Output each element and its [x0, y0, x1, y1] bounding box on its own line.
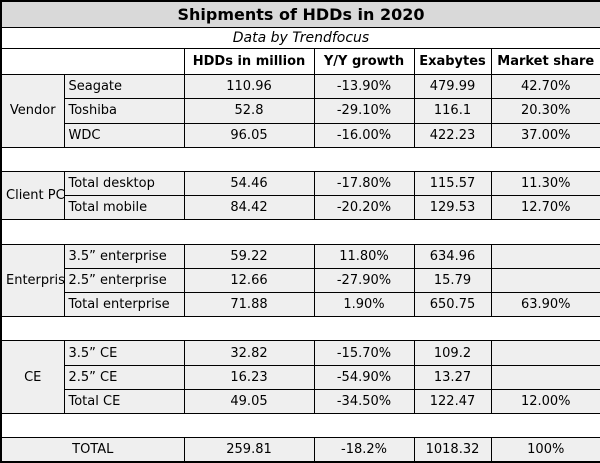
cell-growth: -16.00% [313, 122, 415, 148]
cell-hdds: 32.82 [183, 340, 315, 366]
spacer-cell [1, 413, 600, 438]
cell-share: 20.30% [490, 98, 600, 124]
cell-growth: 1.90% [313, 291, 415, 318]
cell-share: 12.00% [490, 388, 600, 415]
cell-exabytes: 13.27 [413, 364, 492, 390]
row-label: Seagate [63, 74, 185, 100]
row-label: Total enterprise [63, 291, 185, 318]
total-label: TOTAL [0, 437, 185, 463]
cell-growth: 11.80% [313, 243, 415, 269]
cell-growth: -17.80% [313, 170, 415, 197]
table-row: CE 3.5” CE 32.82 -15.70% 109.2 [0, 340, 600, 415]
cell-hdds: 96.05 [183, 122, 315, 148]
cell-growth: -29.10% [313, 98, 415, 124]
cell-hdds: 52.8 [183, 98, 315, 124]
cell-share: 11.30% [490, 170, 600, 197]
cell-share: 42.70% [490, 74, 600, 100]
table-row: Data by Trendfocus [0, 26, 600, 49]
table-row: Total CE 49.05 -34.50% 122.47 12.00% [1, 388, 600, 415]
header-market-share: Market share [490, 47, 600, 76]
group-label-vendor: Vendor [0, 74, 65, 148]
header-exabytes: Exabytes [413, 47, 492, 76]
table-row: Toshiba 52.8 -29.10% 116.1 20.30% [1, 98, 600, 124]
cell-growth: -15.70% [313, 340, 415, 366]
table-row: Enterprise 3.5” enterprise 59.22 11.80% … [0, 243, 600, 318]
group-label-enterprise: Enterprise [0, 243, 65, 318]
row-label: WDC [63, 122, 185, 148]
table-row: WDC 96.05 -16.00% 422.23 37.00% [1, 122, 600, 148]
cell-share [490, 243, 600, 269]
cell-hdds: 54.46 [183, 170, 315, 197]
cell-hdds: 110.96 [183, 74, 315, 100]
table-title: Shipments of HDDs in 2020 [0, 0, 600, 28]
row-label: Toshiba [63, 98, 185, 124]
cell-share [490, 340, 600, 366]
row-label: Total CE [63, 388, 185, 415]
table-row: 2.5” CE 16.23 -54.90% 13.27 [1, 364, 600, 390]
cell-growth: -54.90% [313, 364, 415, 390]
row-label: 2.5” CE [63, 364, 185, 390]
cell-growth: -34.50% [313, 388, 415, 415]
row-label: 3.5” enterprise [63, 243, 185, 269]
cell-growth: -18.2% [313, 437, 415, 463]
total-row: TOTAL 259.81 -18.2% 1018.32 100% [0, 437, 600, 463]
cell-share: 37.00% [490, 122, 600, 148]
cell-share: 63.90% [490, 291, 600, 318]
header-empty-cell [0, 47, 185, 76]
row-label: 3.5” CE [63, 340, 185, 366]
cell-exabytes: 479.99 [413, 74, 492, 100]
cell-hdds: 12.66 [183, 267, 315, 294]
header-yy-growth: Y/Y growth [313, 47, 415, 76]
table-row: 2.5” enterprise 12.66 -27.90% 15.79 [1, 267, 600, 294]
row-label: Total mobile [63, 195, 185, 221]
cell-exabytes: 650.75 [413, 291, 492, 318]
cell-exabytes: 422.23 [413, 122, 492, 148]
cell-share: 12.70% [490, 195, 600, 221]
header-hdds-in-million: HDDs in million [183, 47, 315, 76]
cell-share [490, 267, 600, 294]
group-label-ce: CE [0, 340, 65, 415]
spacer-row [1, 219, 600, 245]
cell-hdds: 84.42 [183, 195, 315, 221]
cell-share: 100% [490, 437, 600, 463]
cell-hdds: 71.88 [183, 291, 315, 318]
table-subtitle: Data by Trendfocus [0, 26, 600, 49]
table-row: Total mobile 84.42 -20.20% 129.53 12.70% [1, 195, 600, 221]
row-label: 2.5” enterprise [63, 267, 185, 294]
cell-exabytes: 109.2 [413, 340, 492, 366]
cell-growth: -13.90% [313, 74, 415, 100]
cell-exabytes: 634.96 [413, 243, 492, 269]
table-row: Total enterprise 71.88 1.90% 650.75 63.9… [1, 291, 600, 318]
cell-exabytes: 15.79 [413, 267, 492, 294]
table-row: Vendor Seagate 110.96 -13.90% 479.99 42.… [0, 74, 600, 148]
spacer-row [1, 316, 600, 341]
spacer-cell [1, 147, 600, 172]
cell-exabytes: 1018.32 [413, 437, 492, 463]
cell-share [490, 364, 600, 390]
cell-growth: -20.20% [313, 195, 415, 221]
row-label: Total desktop [63, 170, 185, 197]
table-row: Shipments of HDDs in 2020 [0, 0, 600, 28]
spacer-row [1, 413, 600, 438]
spacer-cell [1, 219, 600, 245]
header-row: HDDs in million Y/Y growth Exabytes Mark… [0, 47, 600, 76]
spacer-row [1, 147, 600, 172]
table-row: Client PCs Total desktop 54.46 -17.80% 1… [0, 170, 600, 221]
cell-hdds: 16.23 [183, 364, 315, 390]
spacer-cell [1, 316, 600, 341]
cell-exabytes: 116.1 [413, 98, 492, 124]
cell-hdds: 259.81 [183, 437, 315, 463]
cell-hdds: 49.05 [183, 388, 315, 415]
cell-exabytes: 129.53 [413, 195, 492, 221]
cell-exabytes: 115.57 [413, 170, 492, 197]
cell-growth: -27.90% [313, 267, 415, 294]
cell-exabytes: 122.47 [413, 388, 492, 415]
cell-hdds: 59.22 [183, 243, 315, 269]
group-label-client-pcs: Client PCs [0, 170, 65, 221]
